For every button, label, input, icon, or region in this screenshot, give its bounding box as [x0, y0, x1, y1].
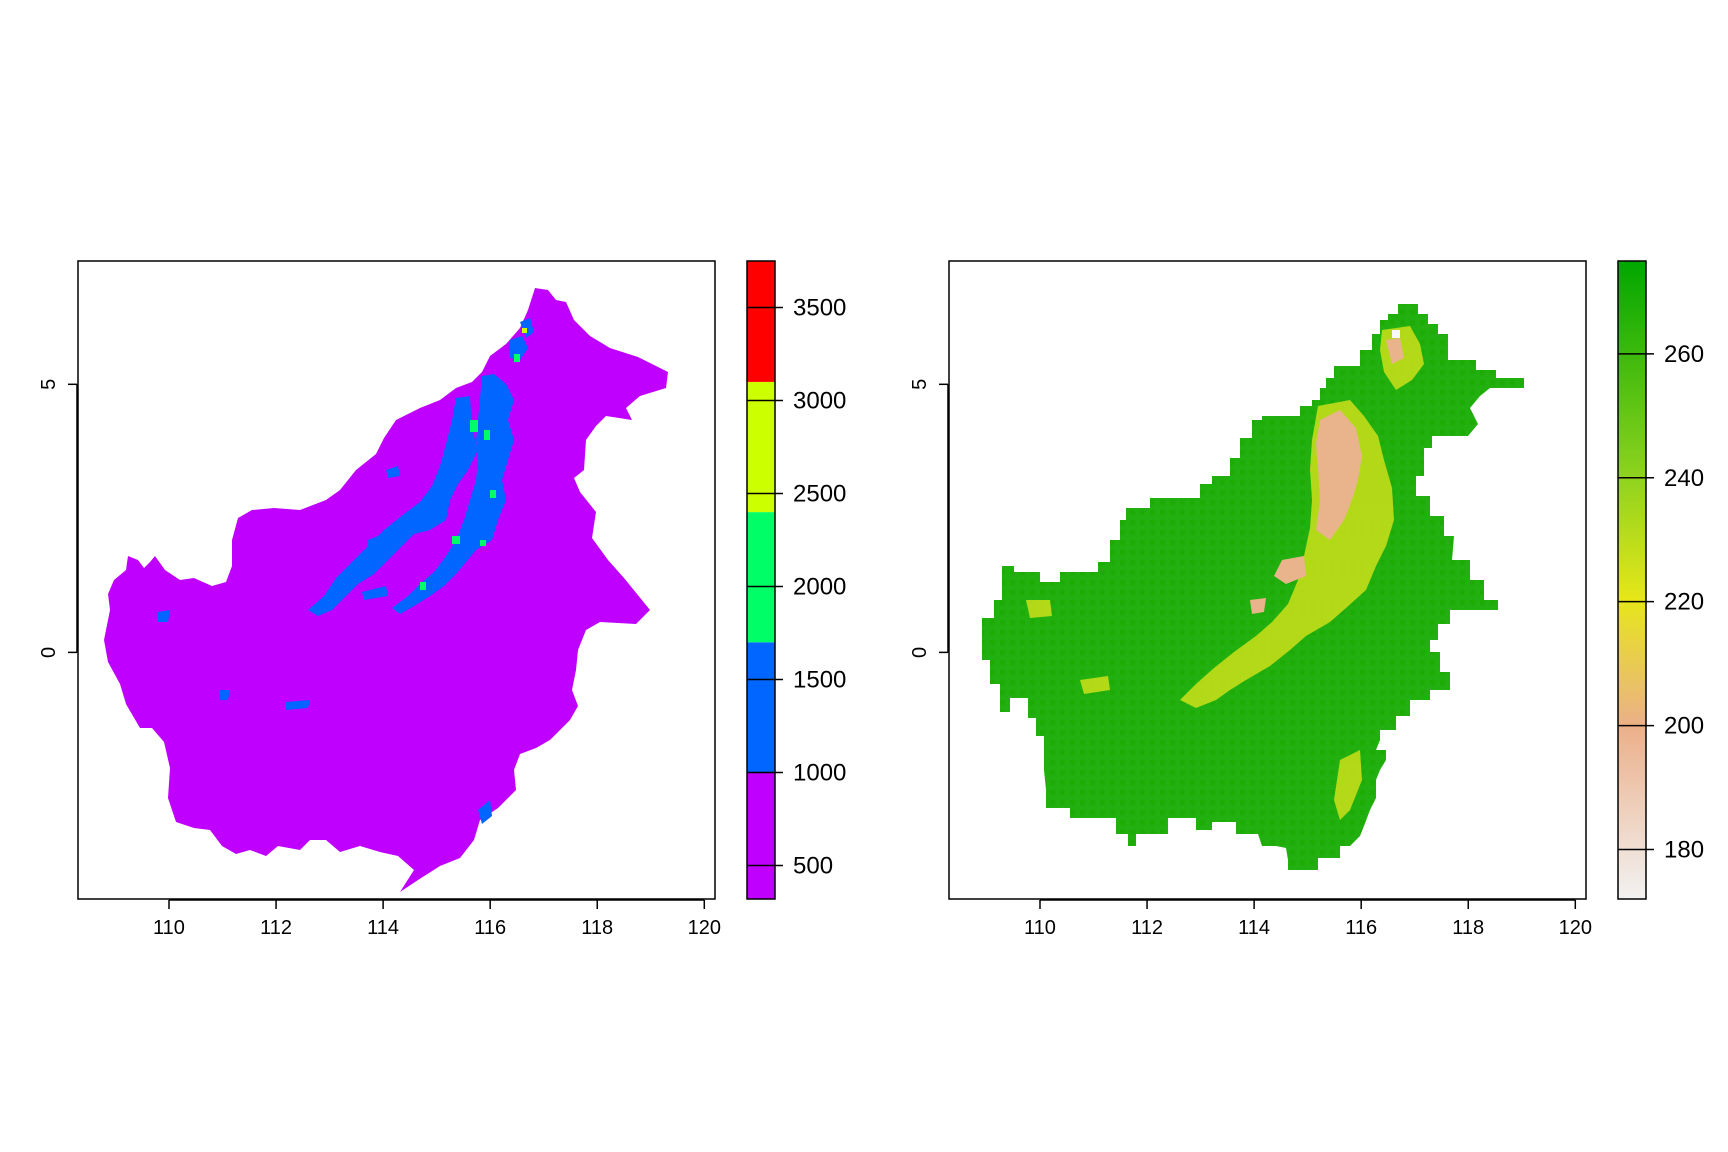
legend-color-band — [747, 381, 775, 513]
legend-tick-label: 240 — [1664, 465, 1704, 492]
x-tick-label: 110 — [1024, 917, 1056, 939]
y-tick-label: 5 — [38, 379, 60, 390]
y-axis: 50 — [38, 379, 78, 658]
peak-yellow-zones — [522, 328, 527, 333]
y-axis: 50 — [909, 379, 949, 658]
highland-blue-zones — [158, 318, 534, 824]
x-tick-label: 120 — [688, 917, 721, 939]
legend-frame — [1617, 260, 1647, 900]
plot-frame — [77, 260, 716, 900]
legend-tick-label: 180 — [1664, 836, 1704, 863]
x-tick-label: 114 — [1238, 917, 1270, 939]
y-tick-label: 0 — [38, 647, 60, 658]
x-tick-label: 120 — [1559, 917, 1592, 939]
peach-summit-zones — [1250, 338, 1404, 614]
legend-tick-label: 2500 — [793, 481, 846, 508]
x-tick-label: 116 — [474, 917, 506, 939]
x-tick-label: 110 — [153, 917, 185, 939]
x-tick-label: 112 — [260, 917, 292, 939]
legend-tick-label: 220 — [1664, 589, 1704, 616]
elevation-map-panel: 110 112 114 116 118 120 50 500100015002000250… — [38, 260, 846, 939]
highland-green-zones — [420, 354, 520, 590]
legend-tick-label: 3000 — [793, 388, 846, 415]
legend-tick-label: 1500 — [793, 667, 846, 694]
peak-white-cell — [1392, 330, 1400, 338]
x-tick-label: 118 — [581, 917, 613, 939]
elevation-legend: 500 1000 1500 2000 2500 3000 3500 — [746, 260, 846, 900]
legend-color-band — [747, 772, 775, 899]
borneo-temperature-land — [982, 304, 1524, 870]
x-axis: 110 112 114 116 118 120 — [153, 899, 721, 939]
y-tick-label: 0 — [909, 647, 931, 658]
x-axis: 110 112 114 116 118 120 — [1024, 899, 1592, 939]
plot-frame — [948, 260, 1587, 900]
legend-color-band — [747, 512, 775, 643]
x-tick-label: 116 — [1345, 917, 1377, 939]
legend-tick-label: 1000 — [793, 760, 846, 787]
legend-tick-label: 260 — [1664, 341, 1704, 368]
legend-tick-label: 3500 — [793, 295, 846, 322]
y-tick-label: 5 — [909, 379, 931, 390]
legend-tick-label: 200 — [1664, 713, 1704, 740]
legend-frame — [746, 260, 776, 900]
x-tick-label: 114 — [367, 917, 399, 939]
legend-color-band — [747, 261, 775, 382]
legend-color-band — [747, 642, 775, 773]
x-tick-label: 112 — [1131, 917, 1163, 939]
legend-color-ramp — [1618, 261, 1646, 899]
legend-tick-label: 2000 — [793, 574, 846, 601]
x-tick-label: 118 — [1452, 917, 1484, 939]
legend-tick-label: 500 — [793, 853, 833, 880]
temperature-legend: 180 200 220 240 260 — [1617, 260, 1704, 900]
